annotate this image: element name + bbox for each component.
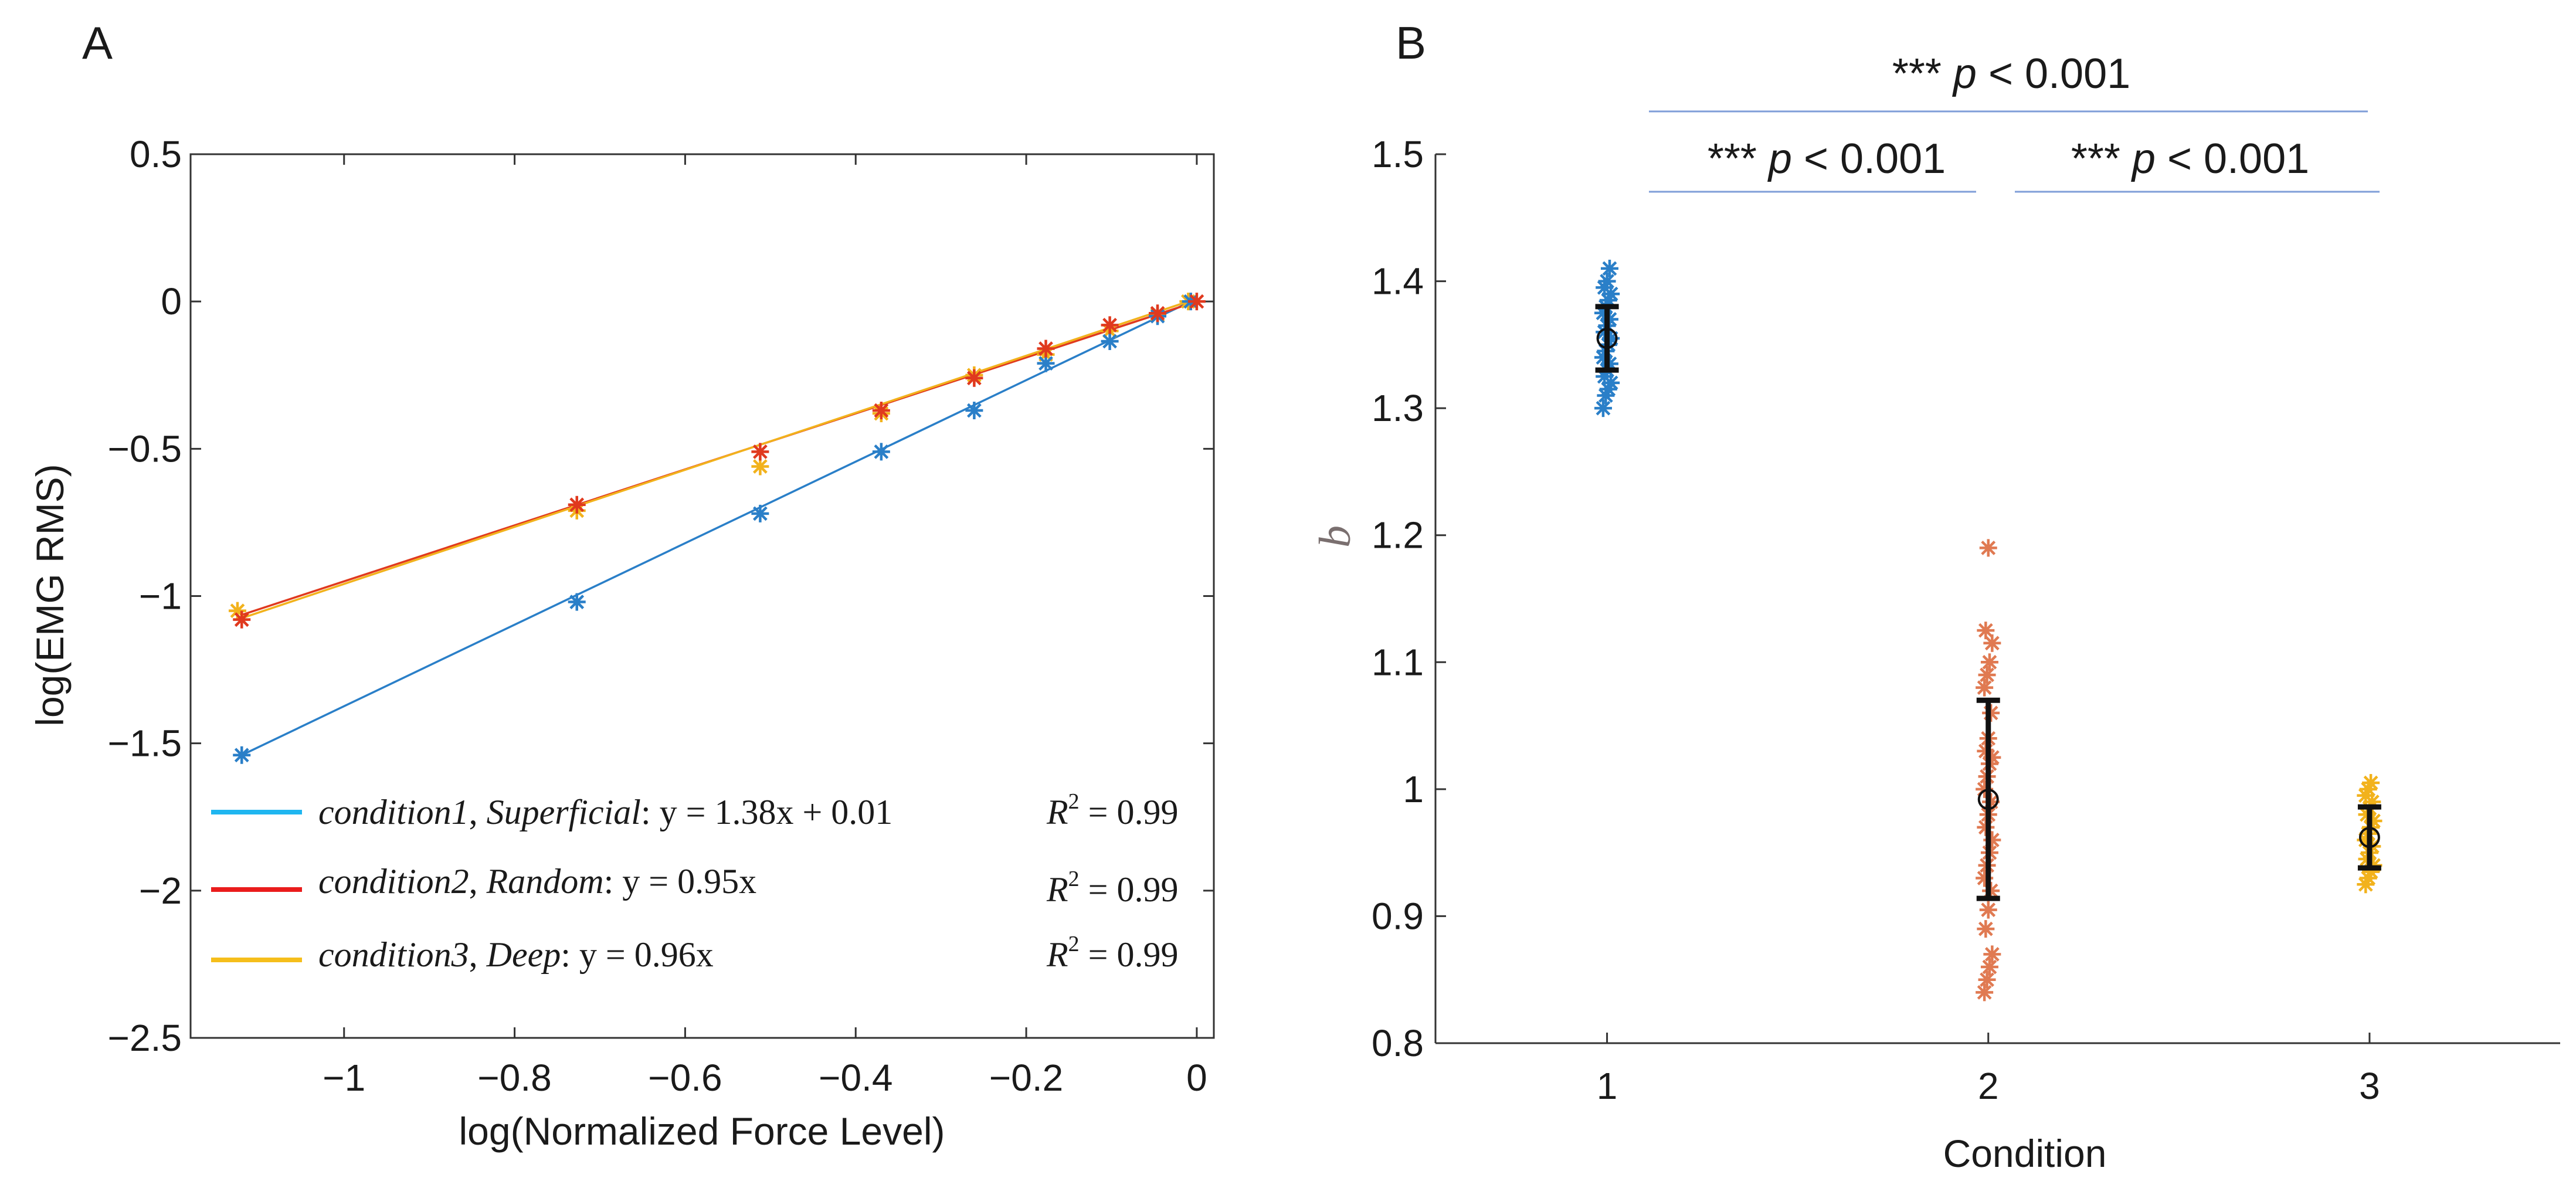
panel-b-x-axis-label: Condition [1943, 1132, 2107, 1175]
data-point-series-2 [568, 495, 586, 514]
b-point-condition-1 [1598, 272, 1616, 290]
panel-a-y-ticks: 0.5 0 −0.5 −1 −1.5 −2 −2.5 [108, 133, 1214, 1059]
mean-marker-condition-2 [1977, 789, 1999, 810]
legend-entry-condition3: condition3, Deep: y = 0.96x [318, 935, 714, 974]
data-point-series-1 [568, 593, 586, 611]
panel-a-x-tick-label: −0.8 [477, 1057, 551, 1099]
b-point-condition-2 [1978, 970, 1996, 989]
legend-entry-condition2: condition2, Random: y = 0.95x [318, 862, 756, 901]
b-point-condition-2 [1979, 539, 1997, 557]
data-point-series-1 [233, 746, 251, 764]
panel-b-plot: 1.5 1.4 1.3 1.2 1.1 1 0.9 0.8 1 2 3 [1372, 133, 2560, 1107]
panel-b-y-tick-label: 0.9 [1372, 895, 1424, 937]
legend-r2-condition1: R2 = 0.99 [1046, 789, 1179, 831]
significance-label-2-3: *** p < 0.001 [2071, 135, 2309, 182]
data-point-series-2 [1149, 304, 1167, 323]
b-point-condition-2 [1977, 920, 1995, 938]
panel-b-x-tick-label: 2 [1978, 1065, 1999, 1107]
panel-a-fit-lines [237, 300, 1197, 756]
data-point-series-1 [872, 443, 890, 461]
panel-a-label: A [82, 17, 113, 69]
b-point-condition-2 [1978, 666, 1996, 684]
legend-r2-condition2: R2 = 0.99 [1046, 867, 1179, 909]
mean-marker-condition-1 [1596, 328, 1618, 349]
data-point-series-2 [1187, 293, 1206, 311]
data-point-series-2 [233, 610, 251, 629]
panel-a-y-tick-label: −2.5 [108, 1017, 182, 1059]
data-point-series-2 [751, 443, 769, 461]
panel-b-y-tick-label: 1 [1403, 768, 1424, 810]
data-point-series-2 [1101, 316, 1119, 334]
panel-a-x-ticks: −1 −0.8 −0.6 −0.4 −0.2 0 [323, 154, 1207, 1099]
panel-a-y-tick-label: 0.5 [130, 133, 182, 175]
b-point-condition-3 [2362, 774, 2380, 792]
b-point-condition-2 [1983, 945, 2001, 963]
b-point-condition-2 [1979, 901, 1997, 919]
panel-a-y-tick-label: −0.5 [108, 427, 182, 470]
data-point-series-1 [1037, 354, 1055, 372]
panel-a-points [228, 293, 1206, 764]
panel-b-y-tick-label: 1.4 [1372, 260, 1424, 303]
panel-b-x-tick-label: 1 [1597, 1065, 1618, 1107]
panel-a-x-tick-label: −0.4 [819, 1057, 892, 1099]
b-point-condition-1 [1600, 259, 1618, 277]
panel-a-x-axis-label: log(Normalized Force Level) [459, 1109, 945, 1153]
data-point-series-3 [751, 457, 769, 476]
b-point-condition-2 [1980, 653, 1998, 671]
data-point-series-1 [751, 504, 769, 522]
b-point-condition-2 [1983, 634, 2001, 652]
b-point-condition-2 [1976, 983, 1994, 1002]
fit-line-series-3 [237, 300, 1189, 621]
panel-a-y-tick-label: −2 [139, 870, 182, 912]
panel-b-y-tick-label: 1.1 [1372, 641, 1424, 683]
b-point-condition-2 [1980, 958, 1998, 976]
b-point-condition-2 [1977, 622, 1995, 640]
panel-a-x-tick-label: −0.6 [648, 1057, 722, 1099]
mean-marker-condition-3 [2358, 827, 2380, 848]
panel-a-legend: condition1, Superficial: y = 1.38x + 0.0… [211, 789, 1179, 974]
legend-entry-condition1: condition1, Superficial: y = 1.38x + 0.0… [318, 793, 892, 831]
legend-r2-condition3: R2 = 0.99 [1046, 932, 1179, 974]
panel-b-y-tick-label: 1.2 [1372, 514, 1424, 556]
panel-b-y-tick-label: 1.3 [1372, 387, 1424, 429]
significance-label-1-3: *** p < 0.001 [1892, 50, 2130, 97]
panel-a-x-tick-label: 0 [1186, 1057, 1207, 1099]
panel-a-plot: −1 −0.8 −0.6 −0.4 −0.2 0 0.5 0 −0.5 −1 −1.5 −2 −2.5 [108, 133, 1215, 1099]
b-point-condition-2 [1976, 678, 1994, 697]
panel-a-y-tick-label: −1 [139, 575, 182, 617]
panel-a-x-tick-label: −0.2 [989, 1057, 1063, 1099]
panel-b-y-ticks: 1.5 1.4 1.3 1.2 1.1 1 0.9 0.8 [1372, 133, 1446, 1064]
significance-label-1-2: *** p < 0.001 [1708, 135, 1946, 182]
fit-line-series-1 [241, 300, 1192, 756]
panel-a-y-tick-label: 0 [161, 280, 182, 323]
panel-b-label: B [1396, 17, 1426, 69]
panel-b-x-ticks: 1 2 3 [1597, 1033, 2380, 1107]
data-point-series-1 [1101, 332, 1119, 350]
panel-b-error-bars [1595, 304, 2381, 901]
data-point-series-1 [965, 402, 983, 420]
panel-b-significance: *** p < 0.001 *** p < 0.001 *** p < 0.00… [1649, 50, 2380, 193]
data-point-series-2 [872, 402, 890, 420]
panel-b-y-tick-label: 0.8 [1372, 1022, 1424, 1064]
panel-b-y-tick-label: 1.5 [1372, 133, 1424, 175]
panel-a-y-tick-label: −1.5 [108, 722, 182, 765]
panel-a-y-axis-label: log(EMG RMS) [28, 464, 72, 726]
b-point-condition-1 [1594, 399, 1612, 418]
panel-a-x-tick-label: −1 [323, 1057, 365, 1099]
panel-b-x-tick-label: 3 [2359, 1065, 2380, 1107]
panel-b-y-axis-label: b [1311, 525, 1360, 548]
data-point-series-2 [1037, 340, 1055, 358]
data-point-series-2 [965, 369, 983, 387]
